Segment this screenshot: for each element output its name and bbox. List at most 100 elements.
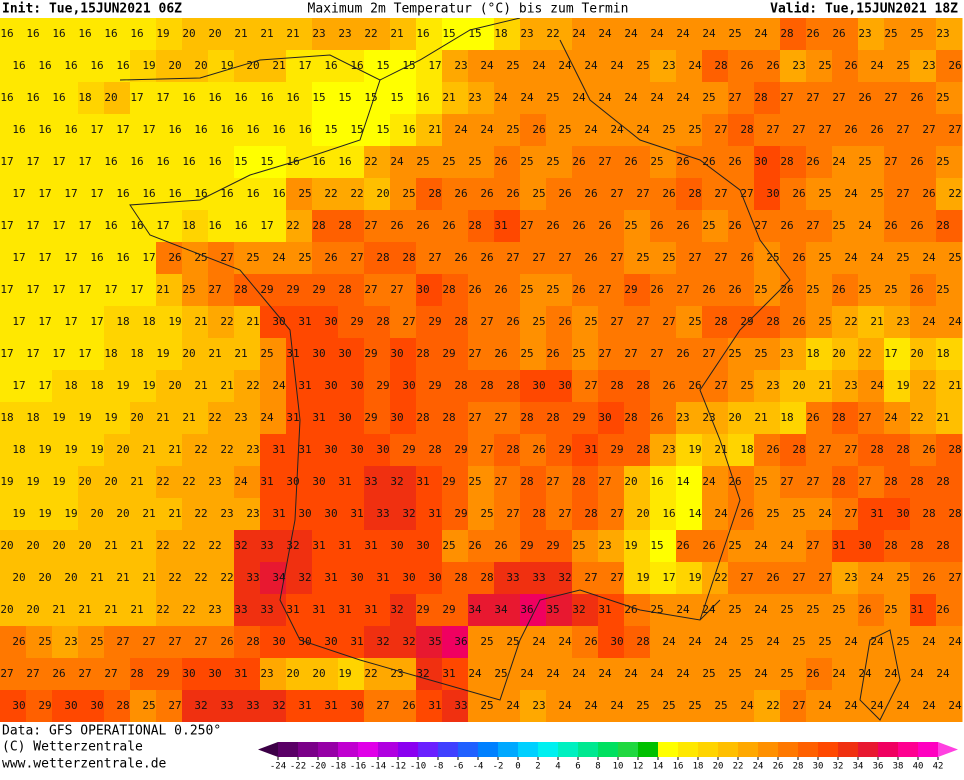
colorbar-box bbox=[378, 742, 398, 757]
temperature-cell bbox=[624, 178, 651, 211]
temperature-label: 30 bbox=[324, 443, 337, 456]
colorbar-box bbox=[318, 742, 338, 757]
temperature-cell bbox=[650, 370, 677, 403]
temperature-cell bbox=[208, 690, 235, 723]
temperature-label: 26 bbox=[650, 411, 663, 424]
temperature-cell bbox=[104, 274, 131, 307]
temperature-cell bbox=[130, 498, 157, 531]
temperature-label: 26 bbox=[494, 283, 507, 296]
temperature-label: 27 bbox=[624, 347, 637, 360]
temperature-label: 17 bbox=[0, 283, 13, 296]
temperature-label: 25 bbox=[624, 219, 637, 232]
temperature-cell bbox=[390, 146, 417, 179]
temperature-label: 17 bbox=[130, 283, 143, 296]
temperature-cell bbox=[650, 434, 677, 467]
temperature-cell bbox=[234, 114, 261, 147]
temperature-label: 26 bbox=[468, 283, 481, 296]
temperature-cell bbox=[130, 402, 157, 435]
temperature-cell bbox=[286, 50, 313, 83]
temperature-cell bbox=[52, 466, 79, 499]
temperature-cell bbox=[520, 530, 547, 563]
temperature-label: 30 bbox=[598, 411, 611, 424]
temperature-label: 20 bbox=[26, 539, 39, 552]
temperature-cell bbox=[546, 210, 573, 243]
temperature-label: 27 bbox=[728, 91, 741, 104]
temperature-cell bbox=[26, 338, 53, 371]
temperature-cell bbox=[910, 82, 937, 115]
temperature-cell bbox=[936, 274, 963, 307]
temperature-label: 25 bbox=[532, 315, 545, 328]
temperature-cell bbox=[78, 434, 105, 467]
temperature-label: 24 bbox=[780, 539, 794, 552]
colorbar-box bbox=[598, 742, 618, 757]
colorbar-box bbox=[758, 742, 778, 757]
temperature-cell bbox=[572, 210, 599, 243]
temperature-cell bbox=[598, 338, 625, 371]
temperature-label: 25 bbox=[948, 251, 961, 264]
temperature-cell bbox=[260, 466, 287, 499]
temperature-cell bbox=[806, 658, 833, 691]
temperature-label: 32 bbox=[572, 603, 585, 616]
temperature-cell bbox=[234, 658, 261, 691]
temperature-cell bbox=[546, 434, 573, 467]
temperature-label: 30 bbox=[402, 571, 415, 584]
temperature-cell bbox=[702, 114, 729, 147]
temperature-label: 19 bbox=[90, 443, 103, 456]
temperature-cell bbox=[442, 498, 469, 531]
temperature-cell bbox=[104, 82, 131, 115]
temperature-label: 26 bbox=[624, 155, 637, 168]
temperature-cell bbox=[936, 530, 963, 563]
temperature-label: 25 bbox=[936, 283, 949, 296]
temperature-cell bbox=[494, 466, 521, 499]
temperature-cell bbox=[416, 370, 443, 403]
temperature-label: 25 bbox=[714, 699, 727, 712]
temperature-cell bbox=[884, 178, 911, 211]
temperature-label: 26 bbox=[922, 571, 935, 584]
temperature-cell bbox=[442, 370, 469, 403]
temperature-cell bbox=[442, 114, 469, 147]
temperature-label: 31 bbox=[494, 219, 507, 232]
temperature-label: 24 bbox=[480, 123, 494, 136]
temperature-label: 25 bbox=[90, 635, 103, 648]
temperature-label: 24 bbox=[260, 411, 274, 424]
temperature-cell bbox=[936, 82, 963, 115]
temperature-cell bbox=[910, 114, 937, 147]
temperature-label: 26 bbox=[728, 283, 741, 296]
temperature-label: 25 bbox=[936, 155, 949, 168]
temperature-label: 22 bbox=[246, 379, 259, 392]
temperature-cell bbox=[832, 562, 859, 595]
temperature-label: 17 bbox=[64, 187, 77, 200]
temperature-label: 26 bbox=[572, 219, 585, 232]
temperature-label: 26 bbox=[688, 379, 701, 392]
temperature-label: 24 bbox=[754, 667, 768, 680]
temperature-label: 15 bbox=[376, 59, 389, 72]
temperature-cell bbox=[728, 466, 755, 499]
temperature-label: 24 bbox=[870, 59, 884, 72]
temperature-label: 28 bbox=[688, 187, 701, 200]
temperature-label: 25 bbox=[520, 155, 533, 168]
temperature-label: 21 bbox=[754, 411, 767, 424]
temperature-cell bbox=[806, 178, 833, 211]
temperature-label: 30 bbox=[428, 571, 441, 584]
temperature-cell bbox=[910, 50, 937, 83]
temperature-cell bbox=[728, 626, 755, 659]
temperature-label: 27 bbox=[754, 219, 767, 232]
website: www.wetterzentrale.de bbox=[2, 757, 167, 772]
temperature-label: 21 bbox=[78, 603, 91, 616]
temperature-label: 18 bbox=[78, 91, 91, 104]
temperature-cell bbox=[364, 146, 391, 179]
temperature-cell bbox=[104, 146, 131, 179]
temperature-cell bbox=[468, 434, 495, 467]
temperature-cell bbox=[780, 402, 807, 435]
temperature-label: 15 bbox=[350, 123, 363, 136]
temperature-cell bbox=[416, 114, 443, 147]
temperature-label: 31 bbox=[364, 603, 377, 616]
temperature-label: 30 bbox=[416, 283, 429, 296]
temperature-cell bbox=[234, 402, 261, 435]
temperature-label: 25 bbox=[806, 603, 819, 616]
temperature-cell bbox=[156, 178, 183, 211]
temperature-cell bbox=[364, 178, 391, 211]
temperature-cell bbox=[572, 690, 599, 723]
temperature-label: 26 bbox=[832, 283, 845, 296]
temperature-label: 26 bbox=[480, 187, 493, 200]
